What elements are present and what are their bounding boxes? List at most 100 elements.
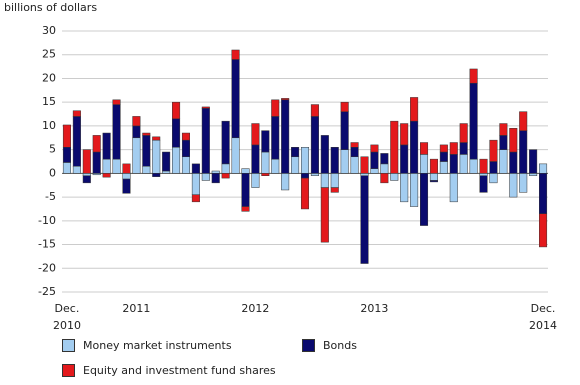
- y-tick-label: -10: [38, 214, 56, 227]
- bar: [489, 161, 498, 174]
- bar: [231, 137, 240, 174]
- legend-item: Bonds: [302, 339, 357, 352]
- bar: [201, 173, 210, 181]
- bar: [142, 165, 151, 174]
- bar: [82, 175, 91, 184]
- bar: [519, 173, 528, 193]
- x-tick-label: Dec. 2010: [52, 302, 81, 332]
- bar: [499, 123, 508, 136]
- bar: [539, 173, 548, 214]
- bar: [181, 132, 190, 141]
- bar: [449, 154, 458, 174]
- bar: [469, 82, 478, 160]
- bar: [370, 151, 379, 169]
- bar: [201, 106, 210, 109]
- bar: [509, 173, 518, 198]
- bar: [330, 147, 339, 174]
- y-tick-label: 10: [42, 119, 56, 132]
- y-tick-label: 0: [49, 166, 56, 179]
- bar: [62, 147, 71, 163]
- y-tick-label: 5: [49, 143, 56, 156]
- bar: [251, 173, 260, 188]
- bar: [211, 170, 220, 174]
- bar: [370, 144, 379, 153]
- bar: [529, 149, 538, 174]
- bar: [291, 147, 300, 158]
- bar: [330, 187, 339, 193]
- bar: [429, 173, 438, 181]
- bar: [122, 178, 131, 194]
- bar: [300, 147, 310, 174]
- bar: [281, 173, 290, 191]
- bar: [360, 156, 369, 174]
- bar: [241, 173, 250, 207]
- bar: [439, 151, 448, 162]
- bar: [281, 98, 290, 101]
- bar: [142, 135, 151, 167]
- bar: [231, 49, 240, 60]
- bar: [181, 156, 190, 174]
- legend-swatch: [302, 339, 315, 352]
- bar: [172, 147, 181, 174]
- bar: [181, 139, 190, 158]
- legend-item: Money market instruments: [62, 339, 232, 352]
- bar: [509, 151, 518, 174]
- bar: [400, 144, 409, 174]
- bar: [112, 158, 121, 174]
- bar: [310, 173, 319, 176]
- bar: [330, 173, 339, 188]
- bar: [449, 142, 458, 155]
- bar: [489, 173, 498, 184]
- bar: [459, 142, 468, 155]
- bar: [251, 144, 260, 174]
- bar: [102, 132, 111, 160]
- bar: [340, 149, 349, 174]
- bar: [261, 130, 270, 153]
- bar: [72, 165, 81, 174]
- bar: [291, 156, 300, 174]
- bar: [152, 136, 161, 141]
- bar: [459, 123, 468, 143]
- bar: [410, 120, 419, 174]
- legend-item: Equity and investment fund shares: [62, 364, 276, 377]
- bar: [479, 158, 488, 174]
- bar: [191, 194, 200, 203]
- bar: [72, 116, 81, 167]
- y-axis-label: billions of dollars: [4, 1, 97, 14]
- bar: [350, 147, 359, 158]
- bar: [390, 173, 399, 181]
- bar: [350, 142, 359, 148]
- bar: [469, 158, 478, 174]
- bar: [529, 173, 538, 176]
- x-tick-label: 2011: [122, 302, 151, 315]
- bar: [62, 162, 71, 174]
- bar: [251, 123, 260, 146]
- legend-swatch: [62, 364, 75, 377]
- x-tick-label: 2013: [360, 302, 389, 315]
- legend-label: Bonds: [323, 339, 357, 352]
- bar: [499, 135, 508, 150]
- bar: [191, 173, 200, 195]
- bar: [519, 130, 528, 174]
- x-tick-label: 2012: [241, 302, 270, 315]
- legend-swatch: [62, 339, 75, 352]
- bar: [489, 139, 498, 162]
- legend-label: Money market instruments: [83, 339, 232, 352]
- bar: [420, 142, 429, 155]
- bar: [539, 163, 548, 174]
- bar: [152, 173, 161, 177]
- bar: [221, 163, 230, 174]
- y-tick-label: -5: [45, 190, 56, 203]
- bar: [261, 151, 270, 174]
- y-tick-label: -20: [38, 261, 56, 274]
- bar: [320, 135, 329, 174]
- bar: [261, 173, 270, 176]
- bar: [221, 173, 230, 179]
- bar: [400, 173, 409, 203]
- bar: [172, 101, 181, 120]
- bar: [172, 118, 181, 148]
- y-tick-label: 30: [42, 24, 56, 37]
- bar: [439, 144, 448, 153]
- bar: [320, 187, 329, 243]
- y-tick-label: 20: [42, 71, 56, 84]
